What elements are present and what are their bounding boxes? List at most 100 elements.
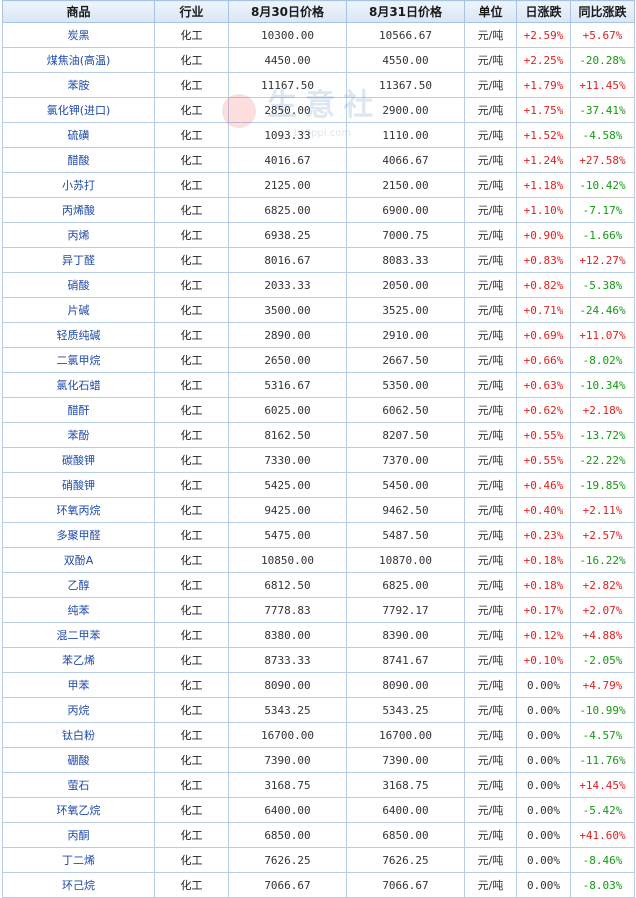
header-price-aug30: 8月30日价格: [228, 0, 347, 23]
cell-unit: 元/吨: [464, 497, 517, 523]
cell-product[interactable]: 乙醇: [2, 572, 155, 598]
cell-product[interactable]: 丙烯: [2, 222, 155, 248]
cell-product[interactable]: 二氯甲烷: [2, 347, 155, 373]
cell-daily-change: +0.46%: [516, 472, 571, 498]
cell-industry: 化工: [154, 772, 229, 798]
cell-daily-change: +0.55%: [516, 422, 571, 448]
table-row: 纯苯 化工 7778.83 7792.17 元/吨 +0.17% +2.07%: [2, 597, 635, 623]
cell-product[interactable]: 环氧乙烷: [2, 797, 155, 823]
cell-product[interactable]: 丙烷: [2, 697, 155, 723]
cell-price-aug30: 5343.25: [228, 697, 347, 723]
cell-price-aug31: 7390.00: [346, 747, 465, 773]
cell-industry: 化工: [154, 197, 229, 223]
cell-yoy-change: -37.41%: [570, 97, 635, 123]
cell-yoy-change: -1.66%: [570, 222, 635, 248]
cell-product[interactable]: 钛白粉: [2, 722, 155, 748]
table-row: 苯酚 化工 8162.50 8207.50 元/吨 +0.55% -13.72%: [2, 422, 635, 448]
cell-product[interactable]: 轻质纯碱: [2, 322, 155, 348]
cell-daily-change: +0.83%: [516, 247, 571, 273]
cell-product[interactable]: 苯胺: [2, 72, 155, 98]
table-row: 乙醇 化工 6812.50 6825.00 元/吨 +0.18% +2.82%: [2, 572, 635, 598]
cell-product[interactable]: 纯苯: [2, 597, 155, 623]
cell-product[interactable]: 混二甲苯: [2, 622, 155, 648]
cell-industry: 化工: [154, 847, 229, 873]
cell-yoy-change: -8.02%: [570, 347, 635, 373]
cell-product[interactable]: 双酚A: [2, 547, 155, 573]
cell-product[interactable]: 苯乙烯: [2, 647, 155, 673]
cell-daily-change: +0.66%: [516, 347, 571, 373]
cell-industry: 化工: [154, 372, 229, 398]
cell-price-aug31: 3525.00: [346, 297, 465, 323]
cell-yoy-change: -22.22%: [570, 447, 635, 473]
cell-price-aug30: 8162.50: [228, 422, 347, 448]
cell-yoy-change: +12.27%: [570, 247, 635, 273]
cell-daily-change: +0.10%: [516, 647, 571, 673]
cell-yoy-change: +4.88%: [570, 622, 635, 648]
cell-daily-change: +2.25%: [516, 47, 571, 73]
table-row: 多聚甲醛 化工 5475.00 5487.50 元/吨 +0.23% +2.57%: [2, 522, 635, 548]
table-row: 氯化钾(进口) 化工 2850.00 2900.00 元/吨 +1.75% -37.41%: [2, 97, 635, 123]
cell-product[interactable]: 硼酸: [2, 747, 155, 773]
cell-price-aug30: 4016.67: [228, 147, 347, 173]
cell-product[interactable]: 萤石: [2, 772, 155, 798]
cell-industry: 化工: [154, 622, 229, 648]
cell-yoy-change: +4.79%: [570, 672, 635, 698]
cell-price-aug30: 6825.00: [228, 197, 347, 223]
cell-daily-change: 0.00%: [516, 722, 571, 748]
cell-product[interactable]: 硫磺: [2, 122, 155, 148]
header-industry: 行业: [154, 0, 229, 23]
cell-unit: 元/吨: [464, 297, 517, 323]
cell-product[interactable]: 丙烯酸: [2, 197, 155, 223]
header-price-aug31: 8月31日价格: [346, 0, 465, 23]
cell-yoy-change: -4.57%: [570, 722, 635, 748]
cell-unit: 元/吨: [464, 472, 517, 498]
cell-price-aug31: 4550.00: [346, 47, 465, 73]
cell-product[interactable]: 醋酐: [2, 397, 155, 423]
cell-industry: 化工: [154, 47, 229, 73]
cell-industry: 化工: [154, 322, 229, 348]
cell-product[interactable]: 小苏打: [2, 172, 155, 198]
table-row: 环氧乙烷 化工 6400.00 6400.00 元/吨 0.00% -5.42%: [2, 797, 635, 823]
table-row: 环己烷 化工 7066.67 7066.67 元/吨 0.00% -8.03%: [2, 872, 635, 898]
header-unit: 单位: [464, 0, 517, 23]
table-row: 双酚A 化工 10850.00 10870.00 元/吨 +0.18% -16.22%: [2, 547, 635, 573]
cell-industry: 化工: [154, 247, 229, 273]
cell-price-aug30: 10850.00: [228, 547, 347, 573]
cell-price-aug31: 8083.33: [346, 247, 465, 273]
cell-product[interactable]: 环己烷: [2, 872, 155, 898]
cell-yoy-change: +41.60%: [570, 822, 635, 848]
table-row: 混二甲苯 化工 8380.00 8390.00 元/吨 +0.12% +4.88%: [2, 622, 635, 648]
cell-product[interactable]: 醋酸: [2, 147, 155, 173]
cell-product[interactable]: 环氧丙烷: [2, 497, 155, 523]
cell-unit: 元/吨: [464, 247, 517, 273]
cell-product[interactable]: 氯化钾(进口): [2, 97, 155, 123]
cell-unit: 元/吨: [464, 822, 517, 848]
cell-price-aug30: 7330.00: [228, 447, 347, 473]
cell-unit: 元/吨: [464, 547, 517, 573]
cell-product[interactable]: 片碱: [2, 297, 155, 323]
cell-product[interactable]: 异丁醛: [2, 247, 155, 273]
cell-product[interactable]: 碳酸钾: [2, 447, 155, 473]
cell-price-aug31: 9462.50: [346, 497, 465, 523]
table-row: 片碱 化工 3500.00 3525.00 元/吨 +0.71% -24.46%: [2, 297, 635, 323]
cell-price-aug31: 5487.50: [346, 522, 465, 548]
cell-price-aug30: 5425.00: [228, 472, 347, 498]
cell-product[interactable]: 苯酚: [2, 422, 155, 448]
cell-product[interactable]: 丁二烯: [2, 847, 155, 873]
cell-product[interactable]: 硝酸钾: [2, 472, 155, 498]
cell-product[interactable]: 炭黑: [2, 22, 155, 48]
cell-product[interactable]: 甲苯: [2, 672, 155, 698]
cell-industry: 化工: [154, 272, 229, 298]
table-row: 丙烷 化工 5343.25 5343.25 元/吨 0.00% -10.99%: [2, 697, 635, 723]
cell-price-aug30: 7390.00: [228, 747, 347, 773]
cell-price-aug31: 2910.00: [346, 322, 465, 348]
cell-product[interactable]: 氯化石蜡: [2, 372, 155, 398]
cell-product[interactable]: 硝酸: [2, 272, 155, 298]
cell-price-aug31: 5343.25: [346, 697, 465, 723]
cell-unit: 元/吨: [464, 572, 517, 598]
cell-product[interactable]: 丙酮: [2, 822, 155, 848]
cell-price-aug30: 6025.00: [228, 397, 347, 423]
cell-product[interactable]: 煤焦油(高温): [2, 47, 155, 73]
cell-product[interactable]: 多聚甲醛: [2, 522, 155, 548]
